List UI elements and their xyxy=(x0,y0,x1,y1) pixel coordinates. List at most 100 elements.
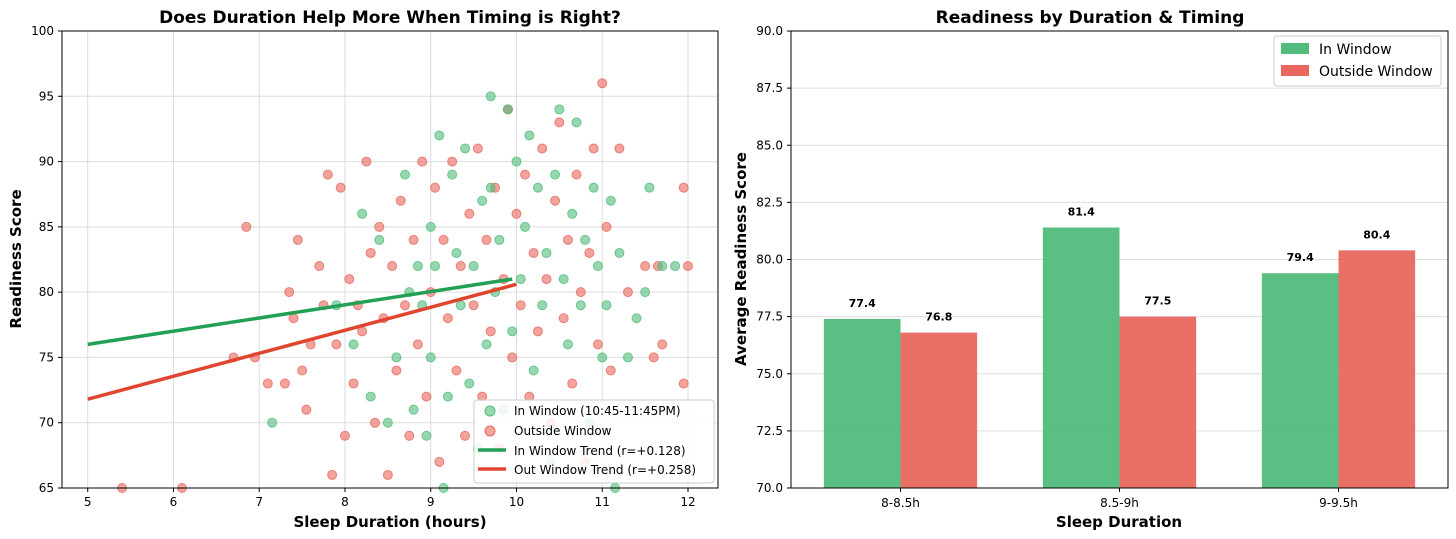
bar-legend-in-window-label: In Window xyxy=(1319,42,1392,58)
scatter-point-outside-window xyxy=(331,339,342,350)
scatter-point-outside-window xyxy=(387,261,398,272)
scatter-point-outside-window xyxy=(447,156,458,167)
scatter-point-outside-window xyxy=(314,261,325,272)
scatter-point-outside-window xyxy=(515,300,526,311)
bar-y-tick-label: 72.5 xyxy=(756,424,783,438)
scatter-point-outside-window xyxy=(528,247,539,258)
scatter-y-label: Readiness Score xyxy=(7,189,25,328)
scatter-point-outside-window xyxy=(541,274,552,285)
scatter-point-in-window xyxy=(464,378,475,389)
scatter-point-outside-window xyxy=(430,182,441,193)
scatter-point-in-window xyxy=(550,169,561,180)
scatter-point-in-window xyxy=(571,117,582,128)
scatter-point-in-window xyxy=(515,274,526,285)
scatter-point-outside-window xyxy=(640,261,651,272)
scatter-point-in-window xyxy=(412,261,423,272)
scatter-point-outside-window xyxy=(584,247,595,258)
scatter-point-outside-window xyxy=(614,143,625,154)
bar-y-tick-label: 70.0 xyxy=(756,481,783,495)
scatter-point-outside-window xyxy=(468,300,479,311)
scatter-point-in-window xyxy=(408,404,419,415)
scatter-point-in-window xyxy=(468,261,479,272)
scatter-point-in-window xyxy=(537,300,548,311)
scatter-point-in-window xyxy=(528,365,539,376)
scatter-point-outside-window xyxy=(532,326,543,337)
scatter-point-outside-window xyxy=(622,287,633,298)
bar-outside-window xyxy=(900,332,978,488)
scatter-point-in-window xyxy=(455,300,466,311)
scatter-ticks: 5 6 7 8 9 10 11 12 65 70 75 80 85 90 95 100 xyxy=(31,24,696,509)
scatter-outside-points xyxy=(117,78,693,493)
scatter-x-tick-label: 11 xyxy=(595,495,610,509)
scatter-y-tick-label: 70 xyxy=(39,416,54,430)
legend-in-window-swatch xyxy=(1281,43,1309,54)
scatter-point-outside-window xyxy=(284,287,295,298)
scatter-point-outside-window xyxy=(262,378,273,389)
scatter-y-tick-label: 85 xyxy=(39,220,54,234)
bar-ticks: 70.0 72.5 75.0 77.5 80.0 82.5 85.0 87.5 90.0 8-8.… xyxy=(756,24,1358,510)
scatter-point-outside-window xyxy=(297,365,308,376)
scatter-point-in-window xyxy=(365,391,376,402)
scatter-point-outside-window xyxy=(434,456,445,467)
scatter-point-outside-window xyxy=(344,274,355,285)
bar-legend-box xyxy=(1273,35,1442,87)
bar-x-tick-label: 8.5-9h xyxy=(1100,496,1139,510)
bar-y-tick-label: 82.5 xyxy=(756,195,783,209)
scatter-point-outside-window xyxy=(339,430,350,441)
scatter-point-outside-window xyxy=(400,300,411,311)
scatter-x-tick-label: 6 xyxy=(170,495,178,509)
scatter-point-in-window xyxy=(524,130,535,141)
scatter-point-outside-window xyxy=(588,143,599,154)
scatter-y-tick-label: 90 xyxy=(39,155,54,169)
scatter-point-outside-window xyxy=(301,404,312,415)
scatter-point-outside-window xyxy=(460,430,471,441)
scatter-point-outside-window xyxy=(485,326,496,337)
scatter-point-outside-window xyxy=(605,365,616,376)
scatter-point-in-window xyxy=(644,182,655,193)
bar-label-outside-window: 77.5 xyxy=(1144,295,1171,308)
scatter-legend-box xyxy=(473,399,715,484)
scatter-point-outside-window xyxy=(648,352,659,363)
scatter-plot-frame xyxy=(61,30,719,489)
scatter-point-in-window xyxy=(391,352,402,363)
scatter-x-tick-label: 7 xyxy=(255,495,263,509)
scatter-point-in-window xyxy=(451,247,462,258)
scatter-x-tick-label: 12 xyxy=(680,495,695,509)
scatter-x-tick-label: 5 xyxy=(84,495,92,509)
scatter-y-tick-label: 75 xyxy=(39,350,54,364)
scatter-point-outside-window xyxy=(391,365,402,376)
scatter-point-in-window xyxy=(400,169,411,180)
scatter-point-outside-window xyxy=(374,221,385,232)
scatter-point-outside-window xyxy=(678,378,689,389)
scatter-point-outside-window xyxy=(292,234,303,245)
bar-series: 77.4 76.8 81.4 77.5 79.4 80.4 xyxy=(823,206,1416,488)
bar-x-tick-label: 8-8.5h xyxy=(881,496,920,510)
bar-legend: In Window Outside Window xyxy=(1273,35,1442,87)
scatter-chart: Does Duration Help More When Timing is R… xyxy=(7,8,719,531)
scatter-point-outside-window xyxy=(421,391,432,402)
scatter-point-in-window xyxy=(657,261,668,272)
scatter-point-outside-window xyxy=(455,261,466,272)
scatter-trend-lines xyxy=(87,277,517,401)
scatter-point-outside-window xyxy=(288,313,299,324)
bar-label-outside-window: 80.4 xyxy=(1363,228,1390,241)
scatter-point-outside-window xyxy=(365,247,376,258)
scatter-point-in-window xyxy=(520,221,531,232)
scatter-point-outside-window xyxy=(408,234,419,245)
scatter-point-outside-window xyxy=(507,352,518,363)
scatter-point-in-window xyxy=(601,300,612,311)
scatter-point-in-window xyxy=(447,169,458,180)
scatter-point-outside-window xyxy=(464,208,475,219)
legend-out-trend-label: Out Window Trend (r=+0.258) xyxy=(514,463,696,477)
scatter-x-label: Sleep Duration (hours) xyxy=(293,513,486,531)
scatter-point-outside-window xyxy=(550,195,561,206)
bar-outside-window xyxy=(1338,250,1416,488)
scatter-point-in-window xyxy=(425,221,436,232)
scatter-point-outside-window xyxy=(438,234,449,245)
scatter-x-tick-label: 10 xyxy=(509,495,524,509)
legend-in-window-label: In Window (10:45-11:45PM) xyxy=(514,404,681,418)
bar-legend-outside-window-label: Outside Window xyxy=(1319,64,1433,80)
scatter-point-outside-window xyxy=(682,261,693,272)
bar-y-tick-label: 87.5 xyxy=(756,81,783,95)
